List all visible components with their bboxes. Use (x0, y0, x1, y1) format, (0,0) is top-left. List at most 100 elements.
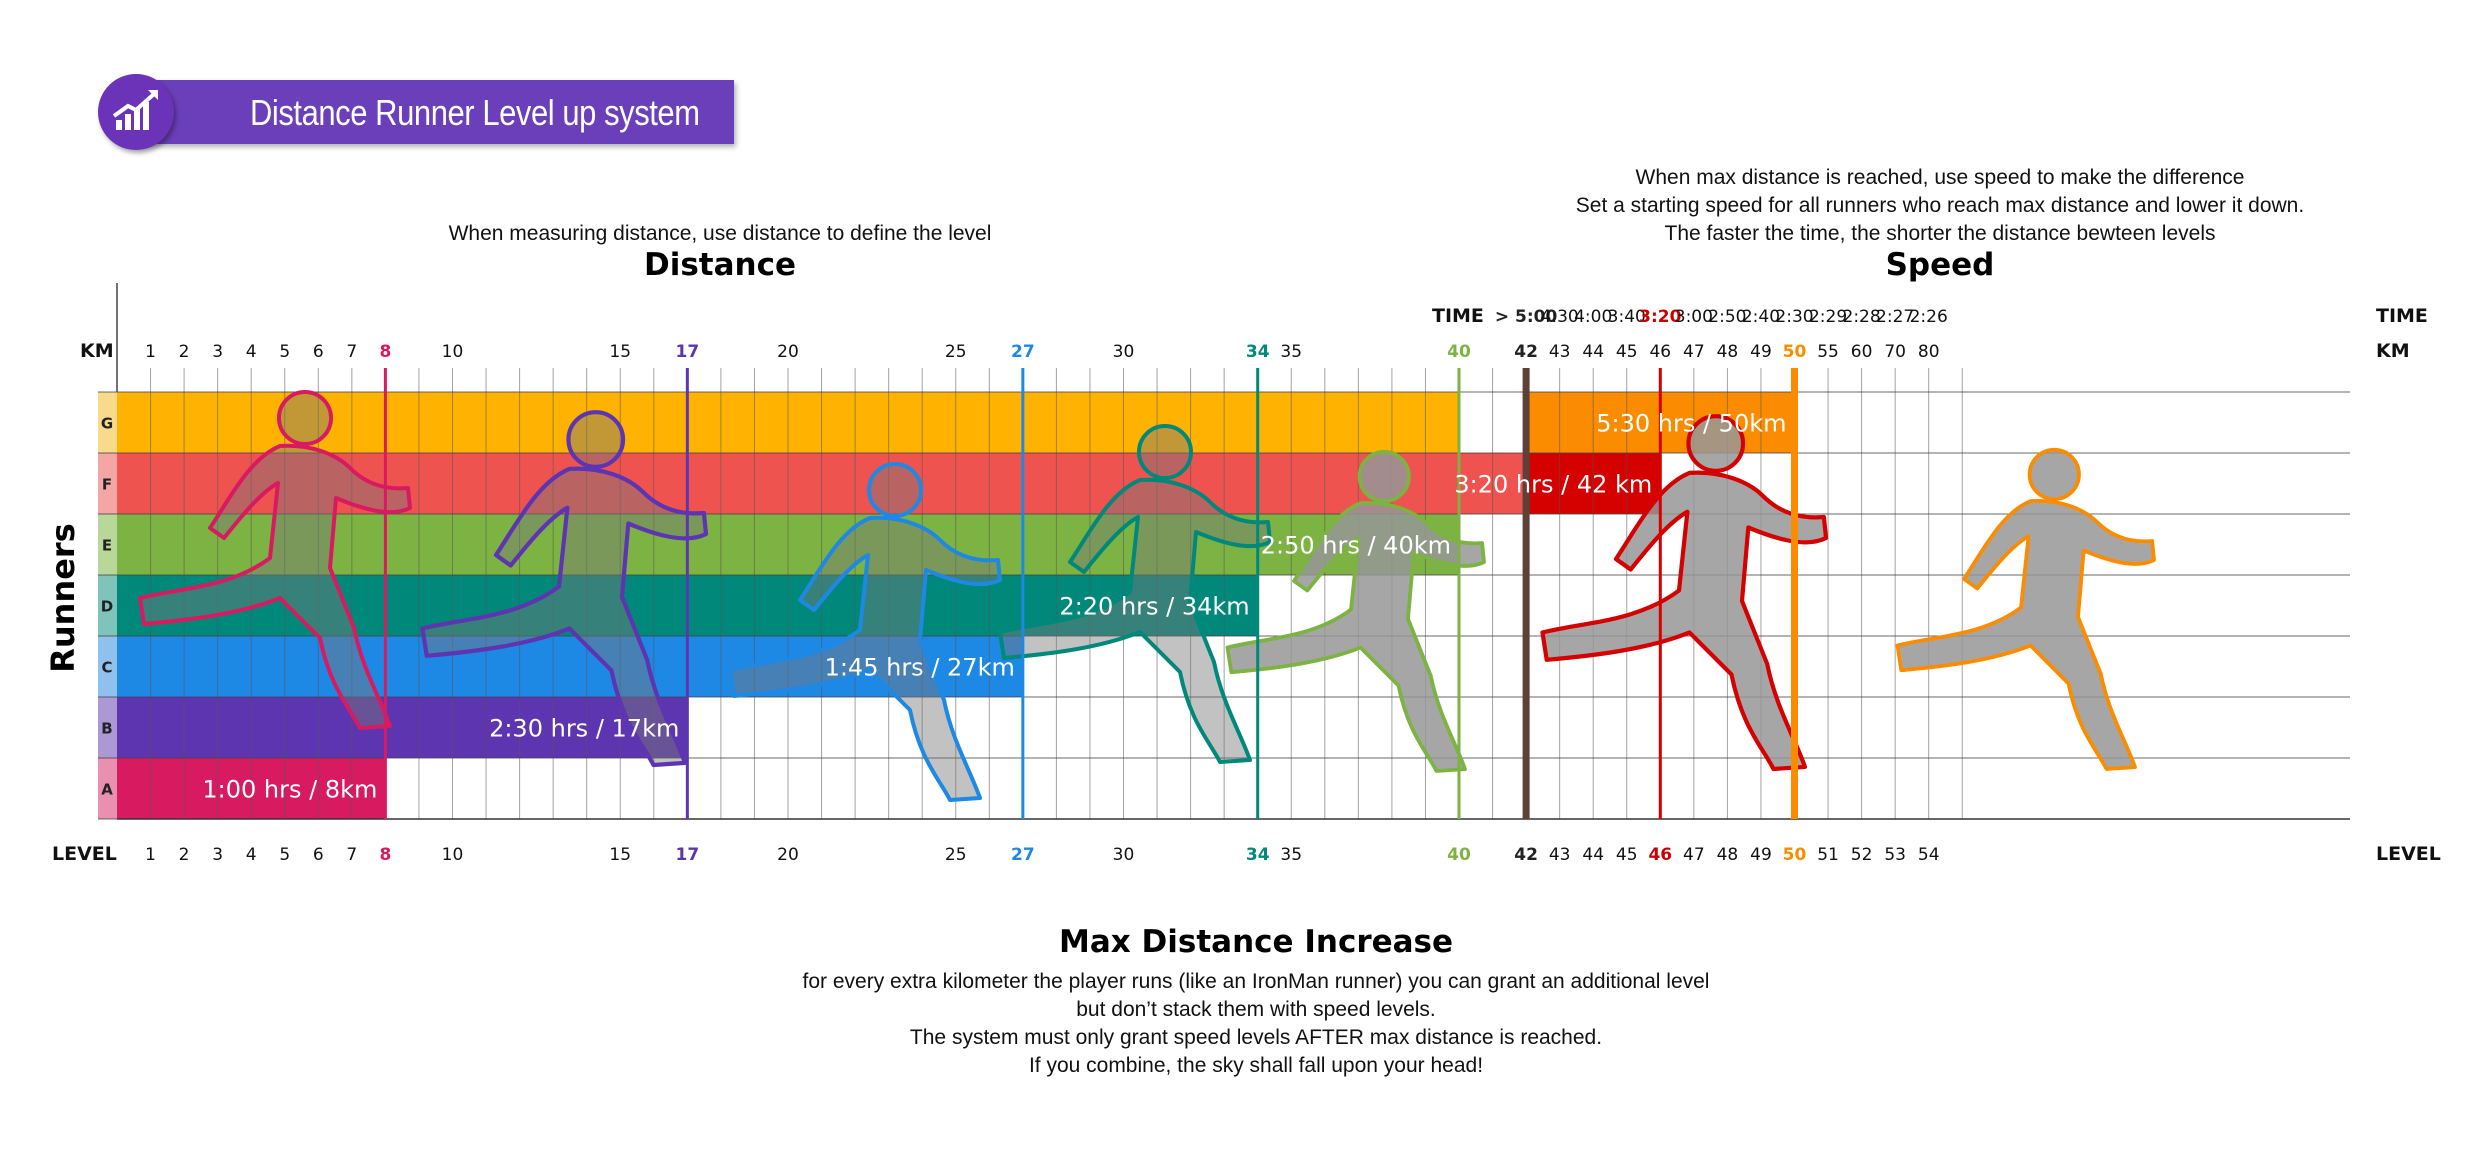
time-tick-label: 2:27 (1876, 307, 1914, 327)
footer-line: If you combine, the sky shall fall upon … (1028, 1054, 1484, 1077)
km-tick-label: 20 (777, 342, 799, 362)
level-tick-label: 40 (1447, 845, 1471, 865)
time-tick-label: 3:20 (1639, 307, 1681, 327)
level-tick-label: 27 (1011, 845, 1035, 865)
km-axis-label: KM (80, 340, 114, 362)
row-swatch (98, 636, 117, 697)
row-id-label: A (101, 781, 113, 799)
runner-c-silhouette (728, 462, 1002, 802)
row-swatch (98, 575, 117, 636)
speed-note-line: Set a starting speed for all runners who… (1575, 194, 2305, 217)
level-tick-label: 46 (1648, 845, 1672, 865)
km-tick-label: 70 (1884, 342, 1906, 362)
runner-g-silhouette (1895, 447, 2156, 771)
speed-note: When max distance is reached, use speed … (1470, 164, 2410, 248)
km-tick-label: 2 (179, 342, 190, 362)
distance-note: When measuring distance, use distance to… (448, 222, 992, 245)
runner-head (1137, 424, 1193, 480)
runner-d-silhouette (998, 424, 1272, 764)
runner-head (1686, 414, 1746, 473)
level-tick-label: 47 (1683, 845, 1705, 865)
level-tick-label: 7 (346, 845, 357, 865)
speed-bar-label: 3:20 hrs / 42 km (1454, 471, 1652, 499)
level-tick-label: 10 (442, 845, 464, 865)
km-tick-label: 55 (1817, 342, 1839, 362)
time-tick-label: 2:29 (1809, 307, 1847, 327)
level-tick-label: 44 (1582, 845, 1604, 865)
row-swatch (98, 453, 117, 514)
runner-head (1357, 449, 1411, 504)
distance-bar (117, 697, 688, 758)
time-tick-label: 3:00 (1675, 307, 1713, 327)
level-tick-label: 42 (1514, 845, 1538, 865)
km-tick-label: 30 (1113, 342, 1135, 362)
km-tick-label: 49 (1750, 342, 1772, 362)
level-tick-label: 3 (212, 845, 223, 865)
level-tick-label: 30 (1113, 845, 1135, 865)
chart-trend-up-icon (98, 74, 174, 150)
row-id-label: D (101, 598, 113, 616)
row-swatch (98, 392, 117, 453)
km-tick-label: 60 (1851, 342, 1873, 362)
row-id-label: G (101, 415, 113, 433)
row-swatch (98, 697, 117, 758)
runner-body (998, 477, 1272, 764)
km-tick-label: 34 (1246, 342, 1270, 362)
km-tick-label: 4 (246, 342, 257, 362)
level-tick-label: 17 (676, 845, 700, 865)
distance-bar (117, 636, 1023, 697)
distance-bar-label: 1:45 hrs / 27km (825, 654, 1015, 682)
runner-body (1540, 470, 1829, 772)
footer-line: The system must only grant speed levels … (909, 1026, 1603, 1049)
time-axis-label: TIME (1432, 305, 1484, 327)
distance-bar-label: 2:50 hrs / 40km (1261, 532, 1451, 560)
km-tick-label: 48 (1717, 342, 1739, 362)
distance-bar-label: 2:30 hrs / 17km (489, 715, 679, 743)
km-tick-label: 42 (1514, 342, 1538, 362)
km-tick-label: 44 (1582, 342, 1604, 362)
km-tick-label: 46 (1649, 342, 1671, 362)
runner-f-silhouette (1540, 414, 1829, 772)
page-title: Distance Runner Level up system (250, 92, 700, 133)
runner-body (1895, 498, 2156, 771)
footer-note: for every extra kilometer the player run… (556, 968, 1956, 1080)
time-tick-label: 3:40 (1608, 307, 1646, 327)
time-axis-label-right: TIME (2376, 305, 2428, 327)
time-tick-label: 2:30 (1775, 307, 1813, 327)
runner-body (138, 443, 412, 730)
runner-body (728, 515, 1002, 802)
runner-a-silhouette (138, 390, 412, 730)
km-tick-label: 27 (1011, 342, 1035, 362)
speed-note-line: The faster the time, the shorter the dis… (1664, 222, 2216, 245)
runner-head (2027, 447, 2081, 502)
time-tick-label: 2:28 (1843, 307, 1881, 327)
row-swatch (98, 758, 117, 819)
km-tick-label: 6 (313, 342, 324, 362)
level-tick-label: 5 (279, 845, 290, 865)
runner-head (867, 462, 923, 518)
level-tick-label: 45 (1616, 845, 1638, 865)
km-tick-label: 8 (379, 342, 391, 362)
level-tick-label: 50 (1783, 845, 1807, 865)
speed-heading: Speed (1885, 247, 1995, 283)
level-tick-label: 43 (1549, 845, 1571, 865)
level-tick-label: 6 (313, 845, 324, 865)
level-tick-label: 2 (179, 845, 190, 865)
distance-bar-label: 2:20 hrs / 34km (1059, 593, 1249, 621)
km-tick-label: 7 (346, 342, 357, 362)
km-tick-label: 50 (1783, 342, 1807, 362)
level-tick-label: 49 (1750, 845, 1772, 865)
footer-line: but don’t stack them with speed levels. (1076, 998, 1436, 1021)
level-tick-label: 20 (777, 845, 799, 865)
level-tick-label: 1 (145, 845, 156, 865)
level-tick-label: 34 (1246, 845, 1270, 865)
km-tick-label: 1 (145, 342, 156, 362)
runner-b-silhouette (420, 410, 709, 768)
row-id-label: F (102, 476, 112, 494)
time-tick-label: 2:40 (1742, 307, 1780, 327)
level-tick-label: 54 (1918, 845, 1940, 865)
km-tick-label: 15 (609, 342, 631, 362)
km-tick-label: 5 (279, 342, 290, 362)
level-axis-label-right: LEVEL (2376, 843, 2441, 865)
